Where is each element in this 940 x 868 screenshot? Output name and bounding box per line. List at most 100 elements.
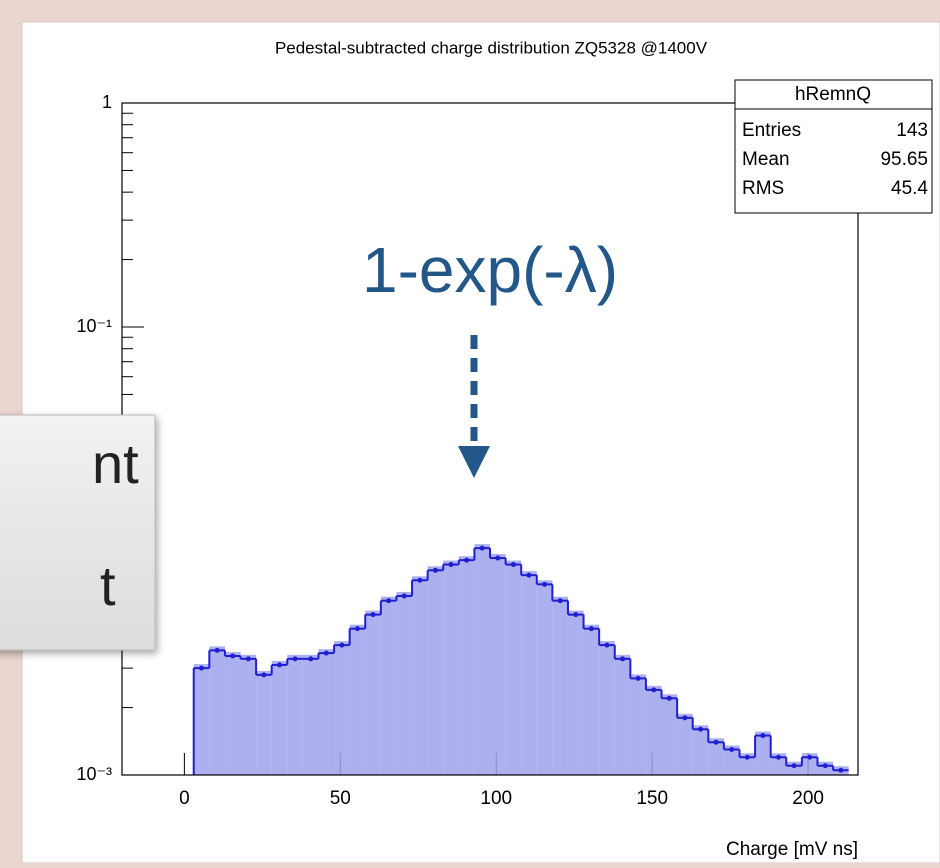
point bbox=[791, 763, 797, 769]
bar bbox=[708, 738, 724, 775]
bar bbox=[287, 654, 303, 775]
bar bbox=[427, 566, 444, 775]
point bbox=[838, 767, 844, 773]
bar bbox=[755, 731, 771, 775]
point bbox=[230, 653, 236, 659]
bar bbox=[583, 624, 600, 775]
bar bbox=[209, 646, 225, 775]
point bbox=[417, 577, 423, 583]
point bbox=[510, 562, 516, 568]
stats-value: 95.65 bbox=[880, 149, 928, 170]
overlay-text: t bbox=[100, 554, 116, 617]
point bbox=[698, 726, 704, 732]
stats-frame bbox=[734, 79, 933, 214]
point bbox=[682, 715, 688, 721]
arrow bbox=[458, 335, 490, 478]
point bbox=[542, 581, 548, 587]
bar bbox=[552, 596, 568, 775]
bar bbox=[256, 670, 272, 775]
stats-key: Mean bbox=[742, 149, 790, 170]
bar bbox=[334, 641, 350, 775]
point bbox=[448, 562, 454, 568]
bar bbox=[723, 745, 740, 775]
point bbox=[214, 647, 220, 653]
point bbox=[479, 545, 485, 551]
point bbox=[370, 612, 376, 618]
point bbox=[401, 593, 407, 599]
bar bbox=[677, 713, 693, 775]
x-tick-label: 100 bbox=[480, 788, 512, 809]
point bbox=[604, 642, 610, 648]
bar bbox=[302, 654, 319, 775]
overlay-box: nt t bbox=[0, 414, 156, 651]
point bbox=[432, 567, 438, 573]
point bbox=[729, 746, 735, 752]
y-tick-label: 10⁻³ bbox=[76, 764, 112, 784]
y-tick-label: 10⁻¹ bbox=[76, 316, 112, 336]
point bbox=[775, 754, 781, 760]
bar bbox=[271, 660, 288, 775]
point bbox=[807, 754, 813, 760]
point bbox=[713, 739, 719, 745]
bar bbox=[365, 610, 381, 775]
point bbox=[557, 598, 563, 604]
point bbox=[354, 626, 360, 632]
point bbox=[822, 763, 828, 769]
point bbox=[261, 672, 267, 678]
bar bbox=[224, 651, 241, 775]
bar bbox=[396, 591, 413, 775]
x-tick-label: 0 bbox=[179, 788, 190, 809]
point bbox=[526, 572, 532, 578]
point bbox=[573, 612, 579, 618]
point bbox=[199, 665, 205, 671]
point bbox=[635, 675, 641, 681]
stats-value: 143 bbox=[896, 120, 928, 141]
bar bbox=[739, 753, 756, 775]
bar bbox=[474, 544, 490, 775]
y-tick-label: 1 bbox=[102, 92, 112, 112]
bar bbox=[536, 580, 553, 775]
bar bbox=[505, 560, 522, 775]
stats-key: Entries bbox=[742, 120, 801, 141]
annotation: 1-exp(-λ) bbox=[362, 234, 618, 306]
bar bbox=[458, 556, 475, 775]
point bbox=[620, 656, 626, 662]
bar bbox=[770, 753, 787, 775]
arrow-head bbox=[458, 446, 490, 478]
point bbox=[588, 626, 594, 632]
point bbox=[245, 656, 251, 662]
bar bbox=[380, 596, 397, 775]
bar bbox=[661, 694, 678, 775]
bar bbox=[490, 554, 506, 775]
x-tick-label: 150 bbox=[636, 788, 668, 809]
chart-title: Pedestal-subtracted charge distribution … bbox=[275, 38, 708, 57]
point bbox=[339, 642, 345, 648]
bar bbox=[599, 641, 615, 775]
point bbox=[464, 557, 470, 563]
point bbox=[386, 598, 392, 604]
stats-box: hRemnQ Entries 143 Mean 95.65 RMS 45.4 bbox=[734, 79, 933, 214]
stats-value: 45.4 bbox=[891, 178, 928, 199]
bar bbox=[521, 571, 537, 775]
stats-name: hRemnQ bbox=[795, 84, 871, 105]
bar bbox=[645, 685, 662, 775]
bar bbox=[443, 560, 459, 775]
x-axis-label: Charge [mV ns] bbox=[726, 839, 858, 860]
bar bbox=[692, 725, 709, 775]
bar bbox=[801, 753, 818, 775]
overlay-rect bbox=[0, 414, 156, 651]
point bbox=[323, 650, 329, 656]
bar bbox=[412, 576, 428, 775]
point bbox=[651, 687, 657, 693]
bar bbox=[240, 654, 257, 775]
bar bbox=[567, 610, 584, 775]
bar bbox=[318, 649, 335, 775]
bar bbox=[349, 624, 366, 775]
point bbox=[308, 656, 314, 662]
overlay-text: nt bbox=[92, 432, 139, 495]
x-tick-label: 200 bbox=[792, 788, 824, 809]
point bbox=[760, 733, 766, 739]
stats-key: RMS bbox=[742, 178, 784, 199]
point bbox=[276, 662, 282, 668]
